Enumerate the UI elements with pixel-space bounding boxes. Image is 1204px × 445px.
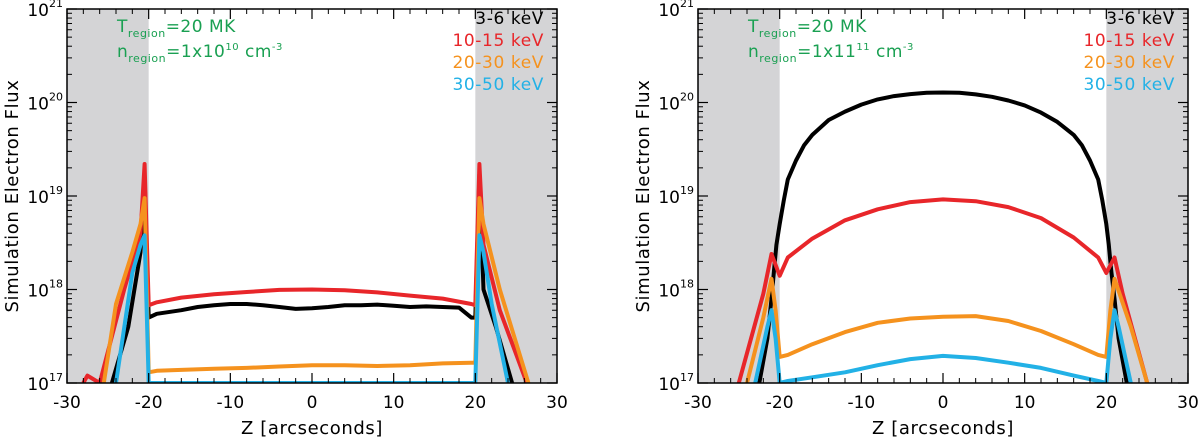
x-tick-label: 20	[465, 393, 487, 413]
y-tick-base: 10	[658, 375, 680, 395]
y-tick-label: 1018	[658, 278, 694, 302]
y-tick-base: 10	[658, 282, 680, 302]
series-line-30-50-kev	[753, 308, 1133, 383]
shaded-region	[1106, 9, 1188, 383]
x-axis-label: Z [arcseconds]	[872, 418, 1014, 439]
y-tick-label: 1018	[27, 278, 63, 302]
y-tick-label: 1020	[27, 91, 63, 115]
annotation-temperature: Tregion=20 MK	[116, 17, 236, 40]
y-tick-exponent: 18	[680, 278, 694, 291]
y-tick-base: 10	[658, 95, 680, 115]
series-lines	[81, 162, 531, 383]
anno-n-unit: cm	[239, 42, 272, 62]
anno-n-main: n	[117, 42, 128, 62]
anno-n-unit: cm	[870, 42, 903, 62]
legend-entry: 30-50 keV	[1083, 75, 1175, 95]
series-line-10-15-kev	[736, 197, 1150, 383]
series-lines	[736, 90, 1150, 383]
x-tick-label: 10	[1014, 393, 1036, 413]
legend-entry: 3-6 keV	[475, 9, 544, 29]
anno-n-sub: region	[759, 52, 797, 65]
x-tick-label: -20	[135, 393, 163, 413]
legend-entry: 3-6 keV	[1106, 9, 1175, 29]
legend-entry: 10-15 keV	[1083, 31, 1175, 51]
y-tick-base: 10	[27, 95, 49, 115]
y-tick-label: 1020	[658, 91, 694, 115]
y-tick-base: 10	[658, 188, 680, 208]
y-tick-label: 1021	[27, 0, 63, 21]
y-tick-label: 1019	[27, 184, 63, 208]
anno-t-main: T	[116, 17, 128, 37]
series-line-30-50-kev	[114, 233, 510, 383]
y-tick-exponent: 20	[49, 91, 63, 104]
y-tick-base: 10	[27, 375, 49, 395]
legend-entry: 10-15 keV	[452, 31, 544, 51]
y-tick-base: 10	[27, 282, 49, 302]
series-line-3-6-kev	[109, 172, 515, 383]
anno-n-sup: 11	[856, 42, 870, 53]
y-tick-label: 1017	[658, 371, 694, 395]
x-tick-label: 30	[546, 393, 568, 413]
x-tick-label: 30	[1177, 393, 1199, 413]
y-tick-base: 10	[27, 188, 49, 208]
anno-n-sub: region	[128, 52, 166, 65]
x-tick-label: 0	[307, 393, 318, 413]
y-tick-label: 1019	[658, 184, 694, 208]
anno-t-sub: region	[128, 27, 166, 40]
series-line-3-6-kev	[757, 90, 1129, 383]
anno-n-unit-sup: -3	[903, 42, 914, 53]
y-axis-label: Simulation Electron Flux	[2, 80, 23, 313]
shaded-region	[67, 9, 149, 383]
series-line-20-30-kev	[745, 276, 1150, 383]
anno-n-unit-sup: -3	[272, 42, 283, 53]
anno-t-rest: =20 MK	[166, 17, 236, 37]
anno-n-main: n	[748, 42, 759, 62]
legend-entry: 20-30 keV	[1083, 53, 1175, 73]
y-tick-exponent: 17	[680, 371, 694, 384]
shaded-region	[698, 9, 780, 383]
x-tick-label: 10	[383, 393, 405, 413]
shaded-region	[475, 9, 557, 383]
x-tick-label: -10	[847, 393, 875, 413]
y-tick-exponent: 21	[680, 0, 694, 10]
y-tick-exponent: 21	[49, 0, 63, 10]
annotation-density: nregion=1x1010 cm-3	[117, 42, 283, 65]
anno-n-sup: 10	[225, 42, 239, 53]
y-axis-label: Simulation Electron Flux	[633, 80, 654, 313]
y-tick-exponent: 19	[49, 184, 63, 197]
y-tick-exponent: 18	[49, 278, 63, 291]
x-tick-label: 0	[938, 393, 949, 413]
anno-n-mid: =1x10	[166, 42, 225, 62]
y-tick-base: 10	[658, 1, 680, 21]
y-tick-label: 1017	[27, 371, 63, 395]
x-tick-label: -30	[53, 393, 81, 413]
x-tick-label: -10	[216, 393, 244, 413]
x-tick-label: -30	[684, 393, 712, 413]
anno-n-mid: =1x11	[797, 42, 856, 62]
y-tick-label: 1021	[658, 0, 694, 21]
annotation-density: nregion=1x1111 cm-3	[748, 42, 914, 65]
anno-t-sub: region	[759, 27, 797, 40]
anno-t-rest: =20 MK	[797, 17, 867, 37]
y-tick-exponent: 17	[49, 371, 63, 384]
y-tick-exponent: 19	[680, 184, 694, 197]
y-tick-base: 10	[27, 1, 49, 21]
legend-entry: 30-50 keV	[452, 75, 544, 95]
annotation-temperature: Tregion=20 MK	[747, 17, 867, 40]
legend-entry: 20-30 keV	[452, 53, 544, 73]
x-tick-label: 20	[1096, 393, 1118, 413]
anno-t-main: T	[747, 17, 759, 37]
x-axis-label: Z [arcseconds]	[241, 418, 383, 439]
x-tick-label: -20	[766, 393, 794, 413]
y-tick-exponent: 20	[680, 91, 694, 104]
